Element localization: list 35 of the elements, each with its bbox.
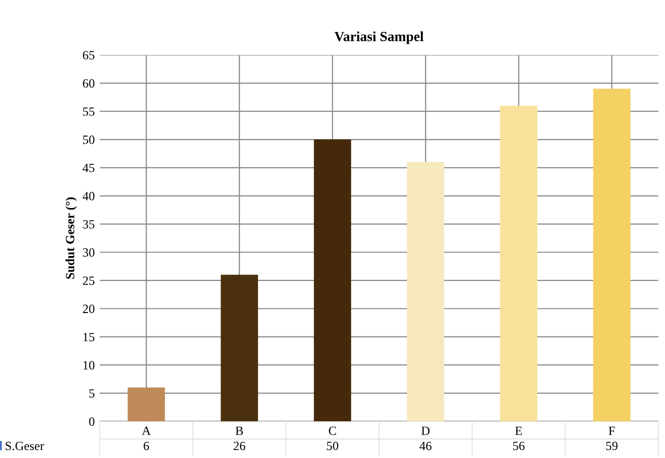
x-tick-label: F [608, 426, 615, 435]
y-tick-label: 5 [89, 389, 94, 398]
y-tick-label: 60 [82, 79, 94, 88]
y-tick-label: 40 [82, 192, 94, 200]
bar [128, 388, 165, 422]
x-tick-label: B [236, 426, 243, 435]
data-label: 59 [606, 442, 618, 450]
x-tick-label: D [421, 426, 430, 435]
data-label: 50 [326, 442, 338, 450]
bar [593, 88, 630, 422]
x-tick-label: A [142, 426, 151, 435]
y-tick-label: 50 [83, 136, 94, 144]
y-tick-label: 35 [82, 220, 94, 229]
y-tick-label: 45 [82, 164, 94, 172]
bar [406, 162, 444, 422]
y-tick-label: 20 [82, 304, 94, 314]
x-tick-label: E [515, 426, 522, 435]
x-tick-label: C [328, 426, 336, 436]
y-axis-title: Sudut Geser (°) [65, 197, 77, 279]
data-label: 46 [420, 442, 432, 450]
bar [314, 140, 352, 422]
chart-title: Variasi Sampel [334, 31, 424, 44]
bar [220, 274, 258, 422]
y-tick-label: 25 [82, 276, 94, 285]
y-tick-label: 55 [83, 107, 94, 116]
y-tick-label: 30 [82, 248, 94, 257]
data-label: 6 [144, 442, 150, 450]
y-tick-label: 65 [82, 51, 94, 60]
bar [500, 106, 538, 422]
y-tick-label: 10 [83, 361, 94, 370]
y-tick-label: 0 [89, 417, 94, 426]
y-tick-label: 15 [83, 332, 94, 342]
data-label: 26 [234, 442, 246, 450]
text: S.Geser [6, 442, 44, 450]
data-label: 56 [513, 442, 525, 450]
